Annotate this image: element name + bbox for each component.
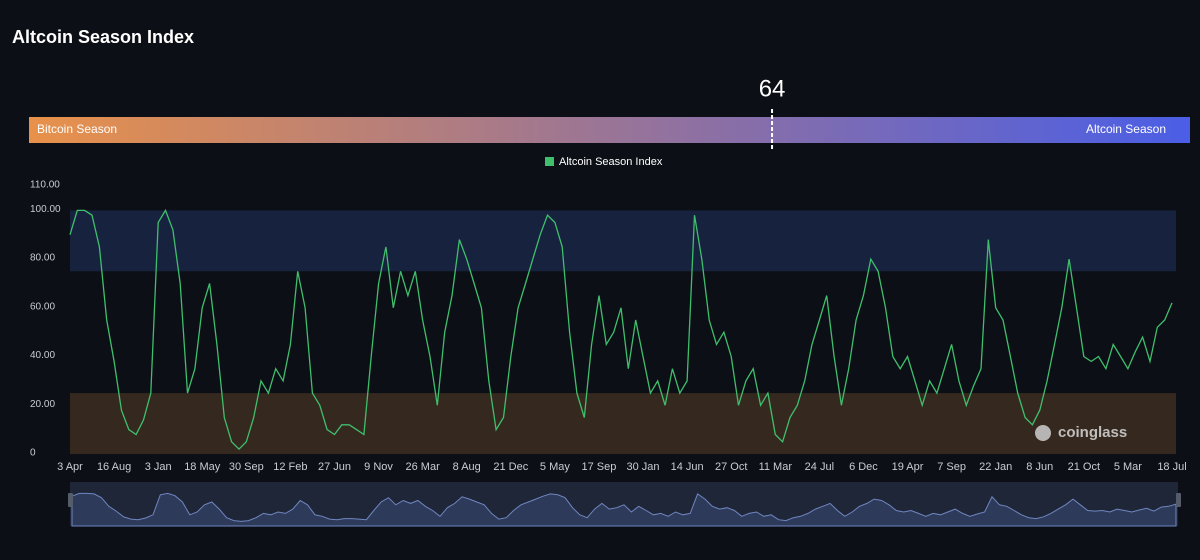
x-tick-label: 3 Apr xyxy=(57,461,83,473)
x-tick-label: 24 Jul xyxy=(805,461,834,473)
page-title: Altcoin Season Index xyxy=(12,27,194,47)
gauge-right-label: Altcoin Season xyxy=(1086,122,1166,136)
x-tick-label: 12 Feb xyxy=(273,461,307,473)
y-tick-label: 110.00 xyxy=(30,180,60,191)
x-tick-label: 27 Oct xyxy=(715,461,747,473)
x-tick-label: 18 May xyxy=(184,461,221,473)
x-tick-label: 8 Jun xyxy=(1026,461,1053,473)
y-tick-label: 0 xyxy=(30,448,36,459)
legend-swatch xyxy=(545,157,554,166)
x-tick-label: 19 Apr xyxy=(892,461,924,473)
x-tick-label: 14 Jun xyxy=(671,461,704,473)
x-tick-label: 22 Jan xyxy=(979,461,1012,473)
x-tick-label: 9 Nov xyxy=(364,461,393,473)
x-tick-label: 21 Oct xyxy=(1068,461,1100,473)
watermark: coinglass xyxy=(1058,424,1127,441)
gauge-left-label: Bitcoin Season xyxy=(37,122,117,136)
band xyxy=(70,393,1176,454)
navigator-area xyxy=(71,492,1177,527)
x-tick-label: 27 Jun xyxy=(318,461,351,473)
x-tick-label: 11 Mar xyxy=(759,461,793,473)
x-tick-label: 8 Aug xyxy=(453,461,481,473)
y-tick-label: 60.00 xyxy=(30,301,55,312)
legend-label: Altcoin Season Index xyxy=(559,156,663,168)
x-tick-label: 30 Jan xyxy=(627,461,660,473)
x-tick-label: 5 May xyxy=(540,461,570,473)
y-tick-label: 100.00 xyxy=(30,204,61,215)
watermark-logo xyxy=(1035,425,1051,441)
series-line xyxy=(69,208,1173,451)
x-tick-label: 3 Jan xyxy=(145,461,172,473)
x-tick-label: 18 Jul xyxy=(1157,461,1186,473)
y-tick-label: 20.00 xyxy=(30,399,55,410)
band xyxy=(70,210,1176,272)
y-tick-label: 80.00 xyxy=(30,253,55,264)
x-tick-label: 16 Aug xyxy=(97,461,131,473)
navigator-handle xyxy=(68,493,73,507)
y-tick-label: 40.00 xyxy=(30,350,55,361)
x-tick-label: 30 Sep xyxy=(229,461,264,473)
x-tick-label: 5 Mar xyxy=(1114,461,1142,473)
x-tick-label: 21 Dec xyxy=(493,461,528,473)
x-tick-label: 17 Sep xyxy=(582,461,617,473)
x-tick-label: 6 Dec xyxy=(849,461,878,473)
navigator-handle xyxy=(1176,493,1181,507)
gauge-value: 64 xyxy=(759,75,786,102)
gauge-bar xyxy=(29,117,1190,143)
x-tick-label: 7 Sep xyxy=(937,461,966,473)
x-tick-label: 26 Mar xyxy=(406,461,441,473)
